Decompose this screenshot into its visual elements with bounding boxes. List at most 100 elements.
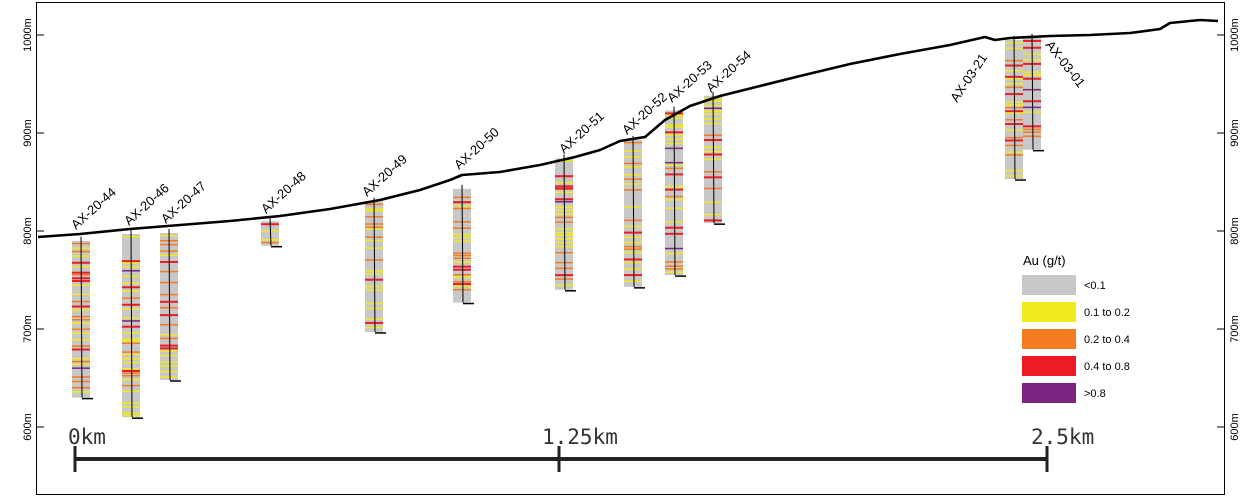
legend-swatch-0-2-0-4 <box>1022 329 1076 349</box>
grade-interval <box>122 351 140 353</box>
drill-hole-labels: AX-20-44 AX-20-46 AX-20-47 AX-20-48 AX-2… <box>68 38 1088 233</box>
grade-interval <box>122 384 140 387</box>
grade-interval <box>665 207 683 210</box>
drill-trace <box>1031 33 1034 150</box>
grade-interval <box>555 261 573 264</box>
grade-interval <box>122 342 140 344</box>
grade-interval <box>1023 100 1041 103</box>
grade-interval <box>160 314 178 317</box>
grade-interval <box>122 414 140 417</box>
drill-hole-column <box>1023 37 1041 150</box>
topography-line <box>37 18 1219 239</box>
grade-interval <box>72 345 90 347</box>
drill-holes-group <box>72 33 1044 419</box>
elevation-label-left-1000: 1000m <box>22 18 34 52</box>
grade-interval <box>453 268 471 271</box>
frame-border <box>36 2 1225 495</box>
grade-interval <box>665 199 683 201</box>
grade-interval <box>365 285 383 288</box>
drill-hole-column <box>160 232 178 380</box>
hole-label: AX-20-48 <box>258 168 309 216</box>
grade-interval <box>122 374 140 377</box>
grade-interval <box>665 226 683 229</box>
grade-interval <box>453 252 471 254</box>
grade-interval <box>72 332 90 334</box>
grade-interval <box>365 273 383 275</box>
grade-interval <box>453 274 471 276</box>
grade-interval <box>624 248 642 250</box>
grade-interval <box>665 268 683 270</box>
grade-interval <box>365 326 383 329</box>
grade-interval <box>160 347 178 350</box>
grade-interval <box>365 289 383 291</box>
grade-interval <box>453 257 471 260</box>
legend-swatch-0-1-0-2 <box>1022 302 1076 322</box>
grade-interval <box>555 241 573 244</box>
grade-interval <box>624 245 642 248</box>
grade-interval <box>122 353 140 356</box>
grade-interval <box>624 219 642 222</box>
grade-interval <box>704 213 722 216</box>
grade-interval <box>1023 131 1041 133</box>
grade-interval <box>555 231 573 234</box>
grade-interval <box>122 402 140 404</box>
grade-interval <box>665 252 683 255</box>
elevation-label-left-600: 600m <box>22 413 34 441</box>
grade-interval <box>1023 125 1041 128</box>
elevation-axis-left: 1000m 900m 800m 700m 600m <box>22 18 44 441</box>
grade-interval <box>665 195 683 198</box>
grade-interval <box>453 254 471 257</box>
grade-interval <box>704 158 722 161</box>
hole-label: AX-03-01 <box>1043 38 1089 91</box>
legend-title: Au (g/t) <box>1023 253 1066 268</box>
legend-label: <0.1 <box>1084 280 1106 292</box>
drill-trace <box>373 197 376 332</box>
grade-interval <box>160 333 178 336</box>
grade-interval <box>72 363 90 365</box>
drill-trace <box>461 184 464 303</box>
grade-interval <box>453 280 471 283</box>
elevation-label-right-700: 700m <box>1229 315 1241 343</box>
scale-label-2-5: 2.5km <box>1031 425 1094 449</box>
grade-interval <box>365 318 383 320</box>
grade-interval <box>555 238 573 240</box>
grade-interval <box>365 307 383 310</box>
grade-interval <box>160 370 178 373</box>
scale-label-0: 0km <box>68 425 106 449</box>
grade-interval <box>160 323 178 326</box>
grade-interval <box>72 360 90 363</box>
drill-hole-column <box>555 158 573 290</box>
grade-interval <box>1005 123 1023 126</box>
grade-interval <box>624 274 642 277</box>
grade-interval <box>122 412 140 415</box>
grade-interval <box>160 361 178 364</box>
grade-interval <box>122 367 140 370</box>
grade-interval <box>453 289 471 291</box>
grade-interval <box>122 358 140 360</box>
grade-interval <box>72 319 90 321</box>
grade-interval <box>624 225 642 228</box>
grade-interval <box>555 284 573 287</box>
grade-interval <box>72 328 90 331</box>
legend-swatch-lt-0-1 <box>1022 275 1076 295</box>
grade-interval <box>1023 128 1041 131</box>
elevation-label-right-1000: 1000m <box>1229 18 1241 52</box>
drill-trace <box>673 106 676 276</box>
elevation-label-right-600: 600m <box>1229 413 1241 441</box>
legend-label: >0.8 <box>1084 388 1106 400</box>
elevation-label-left-700: 700m <box>22 315 34 343</box>
drill-trace <box>712 91 715 224</box>
grade-interval <box>122 361 140 364</box>
grade-interval <box>624 258 642 261</box>
hole-label: AX-20-49 <box>359 151 410 199</box>
grade-interval <box>365 270 383 272</box>
grade-interval <box>1005 110 1023 113</box>
grade-interval <box>72 338 90 341</box>
drill-hole-column <box>1005 39 1023 180</box>
grade-interval <box>122 406 140 408</box>
grade-interval <box>72 348 90 351</box>
legend-swatch-0-4-0-8 <box>1022 356 1076 376</box>
legend-label: 0.1 to 0.2 <box>1084 307 1130 319</box>
grade-interval <box>160 376 178 378</box>
